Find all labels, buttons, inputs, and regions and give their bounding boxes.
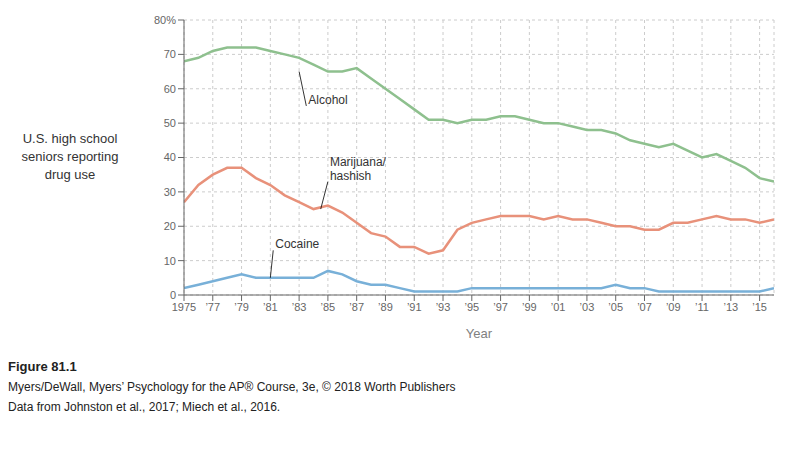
svg-text:50: 50 — [164, 117, 176, 129]
svg-text:60: 60 — [164, 83, 176, 95]
svg-text:’85: ’85 — [321, 301, 336, 313]
svg-text:’91: ’91 — [407, 301, 422, 313]
svg-text:’95: ’95 — [464, 301, 479, 313]
svg-text:’79: ’79 — [234, 301, 249, 313]
svg-text:70: 70 — [164, 48, 176, 60]
svg-text:’07: ’07 — [637, 301, 652, 313]
svg-text:40: 40 — [164, 151, 176, 163]
svg-text:20: 20 — [164, 220, 176, 232]
svg-text:’89: ’89 — [378, 301, 393, 313]
svg-text:’97: ’97 — [493, 301, 508, 313]
html-text:Data from Johnston et al., 201: Data from Johnston et al., 2017; Miech e… — [8, 400, 281, 414]
svg-text:0: 0 — [170, 289, 176, 301]
svg-text:’13: ’13 — [723, 301, 738, 313]
svg-text:’11: ’11 — [695, 301, 709, 313]
svg-text:’77: ’77 — [205, 301, 220, 313]
svg-text:Alcohol: Alcohol — [308, 93, 347, 107]
svg-text:’83: ’83 — [292, 301, 307, 313]
svg-text:’03: ’03 — [580, 301, 595, 313]
svg-text:’15: ’15 — [752, 301, 767, 313]
svg-text:10: 10 — [164, 255, 176, 267]
svg-text:’87: ’87 — [349, 301, 364, 313]
svg-text:’05: ’05 — [608, 301, 623, 313]
svg-text:’01: ’01 — [551, 301, 566, 313]
svg-text:’09: ’09 — [666, 301, 681, 313]
svg-text:Year: Year — [466, 326, 493, 341]
svg-text:’93: ’93 — [436, 301, 451, 313]
svg-text:80%: 80% — [154, 14, 176, 26]
svg-text:’81: ’81 — [263, 301, 278, 313]
svg-text:30: 30 — [164, 186, 176, 198]
svg-text:Marijuana/hashish: Marijuana/hashish — [330, 155, 387, 183]
html-text:Myers/DeWall, Myers’ Psycholog: Myers/DeWall, Myers’ Psychology for the … — [8, 380, 456, 394]
svg-text:1975: 1975 — [172, 301, 196, 313]
svg-text:’99: ’99 — [522, 301, 537, 313]
html-text:Figure 81.1: Figure 81.1 — [8, 359, 77, 374]
svg-text:Cocaine: Cocaine — [275, 237, 319, 251]
html-text:U.S. high school seniors repor: U.S. high school seniors reporting drug … — [21, 130, 119, 182]
